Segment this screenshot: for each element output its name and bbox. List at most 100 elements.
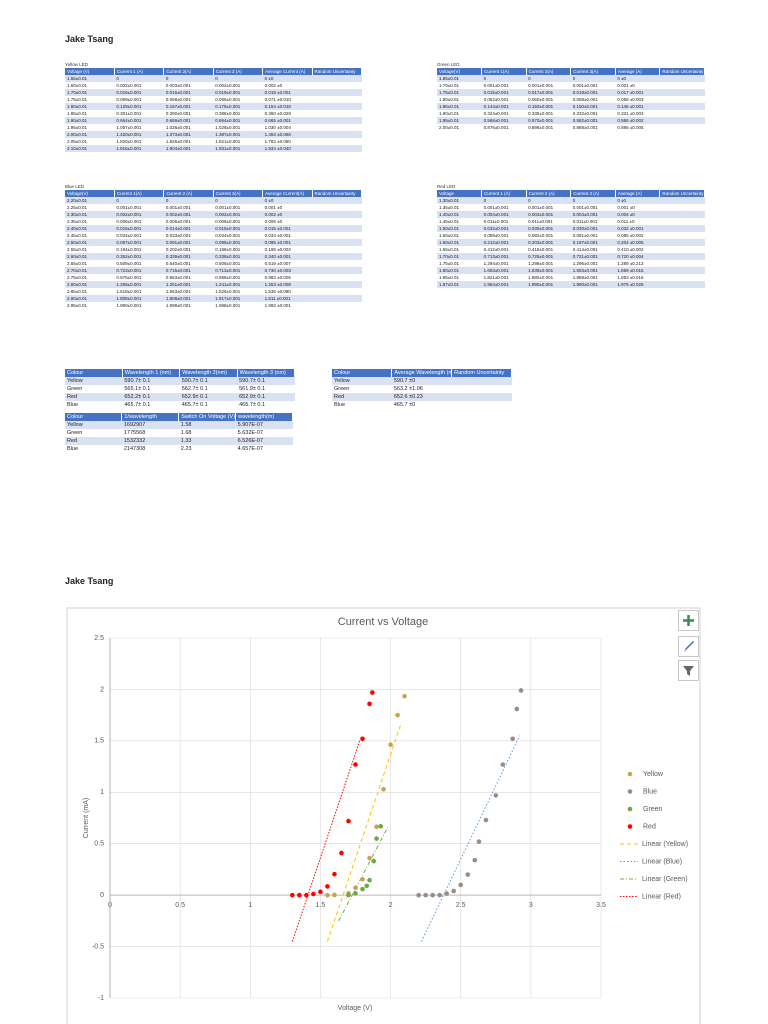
cell: 0	[114, 197, 164, 204]
chart-frame	[66, 607, 701, 1024]
cell: 1.904±0.001	[163, 145, 214, 152]
column-header: Wavelength 3 (nm)	[237, 369, 296, 377]
cell: 0.340 ±0.001	[262, 253, 313, 260]
table-row: 1.90±0.01 0.664±0.001 0.669±0.001 0.664±0.0…	[65, 117, 362, 124]
data-point	[388, 742, 393, 747]
cell: 0.338±0.001	[213, 253, 263, 260]
cell: 0.301±0.001	[116, 111, 142, 116]
cell: 0.390±0.001	[165, 111, 191, 116]
cell: 0.335±0.001	[528, 111, 554, 116]
cell: 1.826±0.001	[165, 139, 191, 144]
chart-style-button[interactable]	[678, 636, 699, 657]
cell: 0.091±0.001	[163, 239, 214, 246]
cell: 563.2 ±1.06	[393, 386, 423, 392]
cell: 0.568±0.001	[481, 117, 527, 124]
cell: 1.999±0.001	[165, 303, 191, 308]
cell: 465.7± 0.1	[239, 402, 266, 408]
cell: 1.030 ±0.004	[264, 125, 291, 130]
cell: 1.663±0.001	[481, 267, 527, 274]
cell-empty	[659, 281, 705, 288]
table-title: Blue LED	[65, 184, 85, 189]
data-point	[374, 824, 379, 830]
data-table: Colour Wavelength 1 (nm) Wavelength 2(nm) W…	[65, 369, 296, 409]
cell: 0	[481, 75, 527, 82]
cell: 0.058±0.001	[572, 97, 598, 102]
column-header: Current 1 (A)	[481, 190, 527, 197]
cell: 1.55±0.01	[65, 75, 115, 82]
cell: 1.40±0.01	[437, 211, 482, 218]
table: Colour Wavelength 1 (nm) Wavelength 2(nm) W…	[65, 369, 296, 409]
table-row: 1.65±0.01 0 0 0 0 ±0	[437, 75, 705, 82]
add-element-button[interactable]	[678, 610, 699, 631]
cell-empty	[659, 267, 705, 274]
data-point	[311, 891, 316, 897]
legend-label: Linear (Green)	[642, 876, 688, 883]
cell: 0.202±0.001	[165, 247, 191, 252]
cell: 1.95±0.01	[67, 125, 87, 130]
cell: 2.50±0.01	[65, 239, 115, 246]
cell: 1.889±0.001	[572, 275, 598, 280]
table-title: Yellow LED	[65, 62, 88, 67]
column-header: Current 3(A)	[570, 68, 616, 75]
cell: 1.75±0.01	[437, 89, 482, 96]
data-point	[360, 877, 365, 882]
cell: 1.80±0.01	[439, 97, 459, 102]
cell: 0.509±0.001	[116, 261, 142, 266]
legend-label: Blue	[643, 788, 657, 795]
y-tick-label: 2.5	[94, 635, 104, 642]
cell: 1.80±0.01	[437, 267, 482, 274]
cell: 0.197±0.001	[570, 239, 616, 246]
chart-filter-button[interactable]	[678, 660, 699, 681]
data-point	[518, 688, 524, 693]
table-row: 2.30±0.01 0.002±0.001 0.002±0.001 0.002±0.0…	[65, 211, 362, 218]
x-tick-label: 3.5	[596, 902, 606, 909]
cell-empty	[312, 281, 362, 288]
cell: 2.23	[180, 446, 192, 452]
data-point	[483, 817, 489, 823]
cell: 0.002 ±0	[264, 83, 283, 88]
cell: 1.820±0.001	[116, 139, 142, 144]
data-point	[297, 892, 302, 898]
cell: 652.9± 0.1	[237, 393, 295, 401]
data-point	[353, 885, 358, 891]
cell: 1.653±0.001	[570, 267, 616, 274]
column-header: Switch On Voltage (V)	[178, 413, 237, 421]
column-header: Voltage(V)	[65, 190, 115, 197]
cell: 2.60±0.01	[65, 253, 115, 260]
data-table: Yellow LED Voltage (V) Current 1 (A) Curren…	[65, 62, 363, 152]
column-header: Average Current (A)	[262, 68, 313, 75]
cell: 0.015 ±0.001	[262, 225, 313, 232]
cell: 0.030±0.001	[526, 225, 571, 232]
cell: 1.241±0.001	[213, 281, 263, 288]
cell: 0.002±0.001	[114, 211, 164, 218]
cell: 0	[163, 75, 214, 82]
cell: 1.420±0.001	[114, 131, 164, 138]
cell: 0.730 ±0.003	[262, 267, 313, 274]
table-row: 1.75±0.01 0.015±0.001 0.017±0.001 0.019±0.0…	[437, 89, 705, 96]
cell: 0.664±0.001	[213, 117, 263, 124]
cell: 1775568	[123, 430, 146, 436]
table-row: Yellow 1692907 1.58 5.907E-07	[65, 421, 293, 429]
column-header: Voltage	[437, 190, 483, 197]
trendline	[326, 725, 401, 942]
table-row: 1.95±0.01 0.568±0.001 0.570±0.001 0.582±0.0…	[437, 117, 705, 124]
table-row: 2.40±0.01 0.015±0.001 0.014±0.001 0.015±0.0…	[65, 225, 362, 232]
trendline	[291, 740, 361, 942]
cell: 1.60±0.01	[437, 239, 482, 246]
legend-marker	[627, 806, 633, 812]
data-point	[367, 701, 372, 707]
cell: 4.657E-07	[237, 446, 264, 452]
data-point	[339, 850, 344, 856]
column-header: Wavelength 2(nm)	[179, 369, 238, 377]
x-tick-label: 1	[248, 902, 252, 909]
cell-empty	[312, 75, 362, 82]
column-header: Current 1 (A)	[114, 68, 165, 75]
cell: 0.888±0.001	[572, 125, 598, 130]
cell: 1.50±0.01	[437, 225, 482, 232]
cell: 1.90±0.01	[439, 111, 459, 116]
cell-empty	[659, 103, 705, 110]
table-row: 1.50±0.01 0.032±0.001 0.030±0.001 0.030±0.0…	[437, 225, 705, 232]
cell: 0.664±0.001	[114, 117, 164, 124]
cell: 0 ±0	[262, 75, 313, 82]
cell: 0.019±0.001	[213, 89, 263, 96]
